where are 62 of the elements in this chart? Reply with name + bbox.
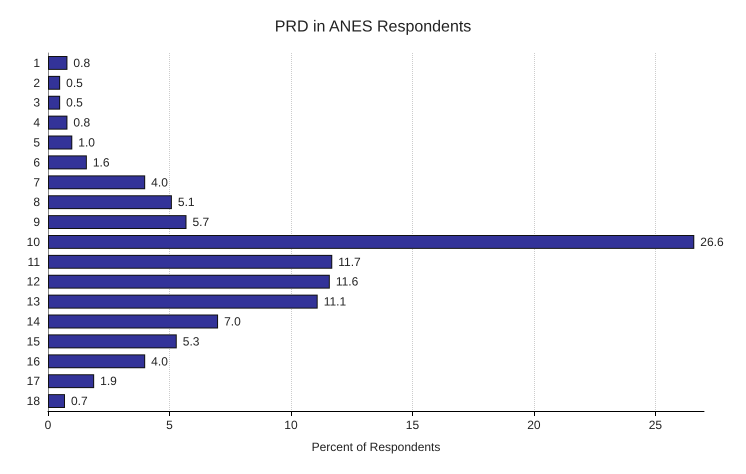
data-label: 7.0 — [224, 314, 242, 328]
y-tick-label: 15 — [26, 334, 40, 348]
y-tick-label: 13 — [26, 294, 40, 309]
x-tick-label: 15 — [406, 418, 420, 432]
y-tick-label: 5 — [33, 136, 40, 150]
x-axis-title: Percent of Respondents — [312, 440, 440, 454]
x-tick-label: 0 — [44, 418, 52, 432]
y-tick-label: 8 — [33, 195, 40, 210]
y-tick-label: 17 — [26, 374, 40, 388]
bar — [48, 274, 330, 289]
data-label: 1.6 — [92, 155, 110, 170]
y-tick-label: 2 — [33, 76, 40, 90]
bar — [48, 175, 146, 190]
data-label: 1.9 — [100, 374, 118, 388]
data-label: 4.0 — [151, 354, 168, 368]
y-tick-label: 14 — [26, 314, 40, 328]
y-tick-label: 3 — [33, 96, 40, 110]
bar — [48, 234, 694, 249]
data-label: 11.6 — [336, 274, 359, 289]
data-label: 11.7 — [338, 254, 362, 269]
chart-title: PRD in ANES Respondents — [274, 18, 472, 36]
y-tick-label: 12 — [26, 274, 40, 289]
bar — [48, 215, 186, 230]
y-tick-label: 18 — [26, 394, 40, 408]
bar — [48, 195, 172, 210]
data-label: 0.7 — [71, 394, 88, 408]
bar — [48, 334, 177, 348]
bar — [48, 96, 60, 110]
data-label: 5.3 — [182, 334, 200, 348]
x-tick-label: 20 — [527, 418, 541, 432]
y-tick-label: 6 — [33, 155, 40, 170]
data-label: 0.8 — [73, 56, 90, 70]
data-label: 0.5 — [66, 96, 84, 110]
data-label: 0.8 — [73, 116, 90, 130]
bar — [48, 374, 94, 388]
data-label: 4.0 — [151, 175, 168, 190]
data-label: 11.1 — [324, 294, 346, 309]
y-tick-label: 10 — [26, 234, 40, 249]
y-tick-label: 9 — [33, 215, 40, 230]
bar — [48, 76, 60, 90]
bar — [48, 394, 66, 408]
bar — [48, 254, 332, 269]
bar — [48, 354, 146, 368]
bar — [48, 294, 318, 309]
x-tick-label: 5 — [166, 418, 174, 432]
y-tick-label: 16 — [26, 354, 40, 368]
bar — [48, 116, 68, 130]
bar — [48, 56, 68, 70]
data-label: 26.6 — [700, 234, 724, 249]
y-tick-label: 1 — [33, 56, 40, 70]
y-tick-label: 7 — [33, 175, 40, 190]
data-label: 0.5 — [66, 76, 84, 90]
x-tick-label: 10 — [284, 418, 298, 432]
y-tick-label: 11 — [28, 254, 40, 269]
data-label: 5.7 — [192, 215, 210, 230]
x-tick-label: 25 — [648, 418, 662, 432]
data-label: 1.0 — [78, 136, 96, 150]
bar — [48, 155, 87, 170]
data-label: 5.1 — [178, 195, 195, 210]
y-tick-label: 4 — [33, 116, 40, 130]
bar — [48, 136, 72, 150]
bar — [48, 314, 218, 328]
